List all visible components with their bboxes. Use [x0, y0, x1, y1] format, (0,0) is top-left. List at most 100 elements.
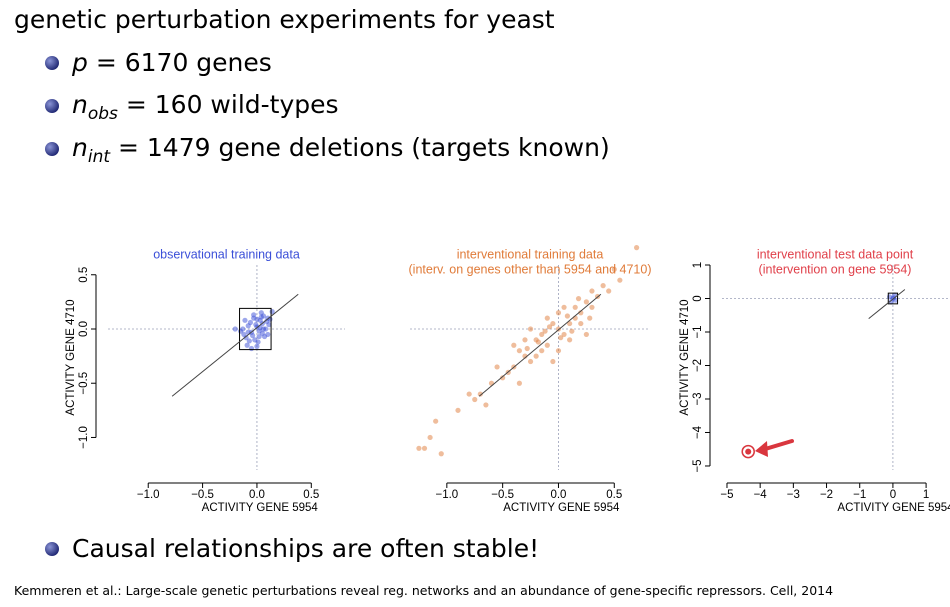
- point: [455, 407, 461, 413]
- point: [561, 304, 567, 310]
- heading: genetic perturbation experiments for yea…: [14, 5, 555, 34]
- x-tick-label: −0.5: [191, 489, 214, 501]
- point: [589, 288, 595, 294]
- point: [617, 277, 623, 283]
- x-tick-label: 0.5: [303, 489, 319, 501]
- chart-title: interventional test data point: [757, 247, 914, 261]
- x-axis-label: ACTIVITY GENE 5954: [503, 502, 620, 514]
- y-axis-label: ACTIVITY GENE 4710: [679, 299, 691, 415]
- fit-line: [171, 293, 299, 397]
- y-tick-label: 0.5: [78, 267, 90, 283]
- x-tick-label: −4: [754, 489, 768, 501]
- bullet-dot: [45, 56, 59, 70]
- bullet-dot: [45, 542, 59, 556]
- point: [606, 288, 612, 294]
- point: [256, 333, 262, 340]
- point: [564, 313, 570, 319]
- point: [251, 312, 257, 318]
- point: [249, 332, 256, 339]
- x-tick-label: −5: [720, 489, 733, 501]
- point: [248, 345, 255, 352]
- conclusion: Causal relationships are often stable!: [72, 534, 539, 563]
- point: [527, 358, 534, 365]
- point: [550, 358, 556, 365]
- point: [539, 348, 545, 354]
- point: [260, 326, 267, 332]
- point: [745, 448, 752, 455]
- point: [524, 345, 530, 352]
- bullet-var: n: [72, 133, 88, 162]
- x-tick-label: −1: [853, 489, 866, 501]
- x-tick-label: −3: [787, 489, 800, 501]
- bullet-var: p: [71, 48, 88, 77]
- point: [516, 380, 522, 386]
- point: [246, 338, 252, 344]
- point: [427, 434, 433, 441]
- point: [258, 310, 264, 316]
- bullet-var: n: [72, 90, 88, 119]
- point: [583, 299, 589, 305]
- point: [535, 339, 541, 345]
- bullet-rest: = 1479 gene deletions (targets known): [118, 133, 610, 162]
- x-tick-label: 0.0: [249, 489, 265, 501]
- point: [555, 310, 562, 316]
- point: [421, 445, 428, 451]
- point: [259, 330, 265, 336]
- point: [546, 324, 553, 330]
- point: [472, 396, 478, 403]
- point: [522, 337, 528, 343]
- bullet-rest: = 160 wild-types: [126, 90, 339, 119]
- point: [544, 315, 550, 321]
- point: [587, 315, 593, 321]
- point: [567, 320, 573, 327]
- box: [887, 292, 899, 305]
- point: [539, 331, 545, 338]
- point: [600, 283, 606, 289]
- bullet: p = 6170 genes: [71, 48, 272, 77]
- point: [232, 326, 238, 332]
- x-tick-label: 0: [890, 489, 896, 501]
- point: [438, 451, 444, 457]
- point: [888, 299, 894, 305]
- point: [253, 322, 259, 328]
- point: [242, 317, 248, 323]
- point: [583, 331, 589, 338]
- point: [255, 339, 261, 345]
- citation: Kemmeren et al.: Large-scale genetic per…: [14, 583, 833, 598]
- y-tick-label: 0: [692, 295, 704, 301]
- y-tick-label: −1: [692, 325, 704, 338]
- bullet: nint = 1479 gene deletions (targets know…: [72, 133, 610, 168]
- point: [241, 331, 247, 338]
- point: [245, 329, 251, 335]
- point: [578, 320, 584, 327]
- y-tick-label: 0.0: [78, 321, 90, 337]
- bullet-sub: obs: [88, 104, 118, 124]
- y-axis-label: ACTIVITY GENE 4710: [65, 299, 77, 415]
- point: [544, 342, 550, 348]
- point: [611, 266, 617, 272]
- x-tick-label: −1.0: [137, 489, 160, 501]
- point: [527, 326, 534, 332]
- point: [634, 245, 640, 251]
- arrow-head: [755, 441, 768, 457]
- chart-title: observational training data: [153, 247, 300, 261]
- y-tick-label: −5: [692, 459, 704, 472]
- point: [500, 375, 506, 381]
- point: [244, 342, 250, 348]
- point: [561, 331, 567, 338]
- x-tick-label: 0.0: [550, 489, 566, 501]
- point: [238, 328, 244, 334]
- box: [239, 307, 272, 351]
- point: [555, 348, 562, 354]
- bullet-rest: = 6170 genes: [96, 48, 272, 77]
- point: [477, 391, 483, 397]
- point: [550, 320, 556, 327]
- point: [575, 296, 582, 302]
- x-tick-label: −1.0: [435, 489, 458, 501]
- point: [511, 342, 517, 348]
- point: [483, 402, 489, 408]
- point: [578, 310, 584, 316]
- point: [589, 304, 595, 310]
- point: [494, 364, 500, 370]
